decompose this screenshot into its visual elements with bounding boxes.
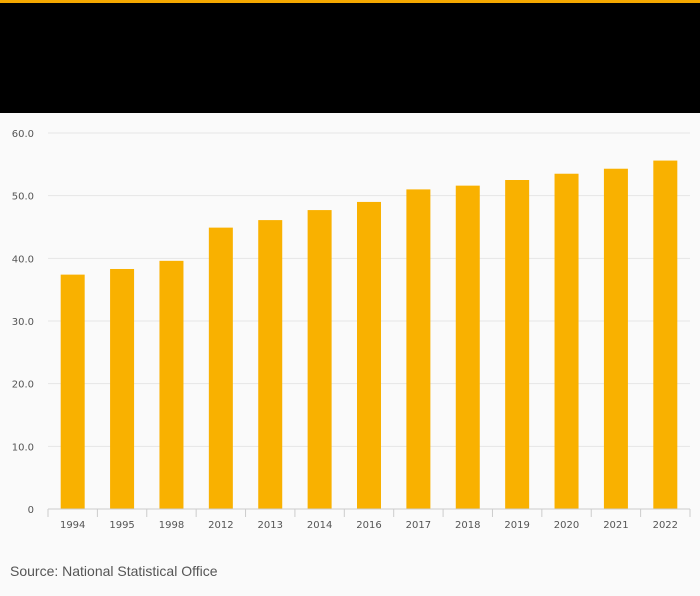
bar-1994[interactable] <box>60 274 85 509</box>
x-tick-label: 2020 <box>554 520 579 531</box>
bar-2013[interactable] <box>258 220 283 509</box>
bar-1995[interactable] <box>110 268 135 509</box>
x-tick-label: 1998 <box>159 520 184 531</box>
bar-chart: 0 10.0 20.0 30.0 40.0 50.0 60.0 1994 1995 1998 201… <box>12 129 691 531</box>
y-tick-label: 50.0 <box>12 192 34 203</box>
y-tick-label: 20.0 <box>12 380 34 391</box>
accent-bar <box>0 0 700 3</box>
x-tick-label: 2021 <box>603 520 628 531</box>
bar-2019[interactable] <box>505 180 530 509</box>
bar-2021[interactable] <box>603 168 628 509</box>
y-tick-label: 40.0 <box>12 254 34 265</box>
source-note: Source: National Statistical Office <box>10 563 218 579</box>
y-tick-label: 0 <box>28 505 34 516</box>
bar-1998[interactable] <box>159 260 184 509</box>
bar-2016[interactable] <box>357 201 381 509</box>
x-tick-label: 2013 <box>258 520 283 531</box>
y-tick-label: 60.0 <box>12 129 34 140</box>
bar-2022[interactable] <box>653 160 678 509</box>
x-tick-label: 1994 <box>60 520 85 531</box>
y-tick-label: 30.0 <box>12 317 34 328</box>
x-tick-label: 2019 <box>504 520 529 531</box>
x-tick-label: 1995 <box>109 520 134 531</box>
bar-2020[interactable] <box>554 173 579 509</box>
x-tick-label: 2014 <box>307 520 332 531</box>
bar-2012[interactable] <box>208 227 233 510</box>
bar-2014[interactable] <box>307 210 332 509</box>
x-tick-label: 2018 <box>455 520 480 531</box>
x-tick-label: 2017 <box>406 520 431 531</box>
header-band <box>0 3 700 113</box>
x-tick-label: 2016 <box>356 520 381 531</box>
x-tick-label: 2022 <box>653 520 678 531</box>
x-tick-label: 2012 <box>208 520 233 531</box>
bar-2018[interactable] <box>455 185 480 509</box>
y-tick-label: 10.0 <box>12 442 34 453</box>
bar-2017[interactable] <box>406 189 431 509</box>
